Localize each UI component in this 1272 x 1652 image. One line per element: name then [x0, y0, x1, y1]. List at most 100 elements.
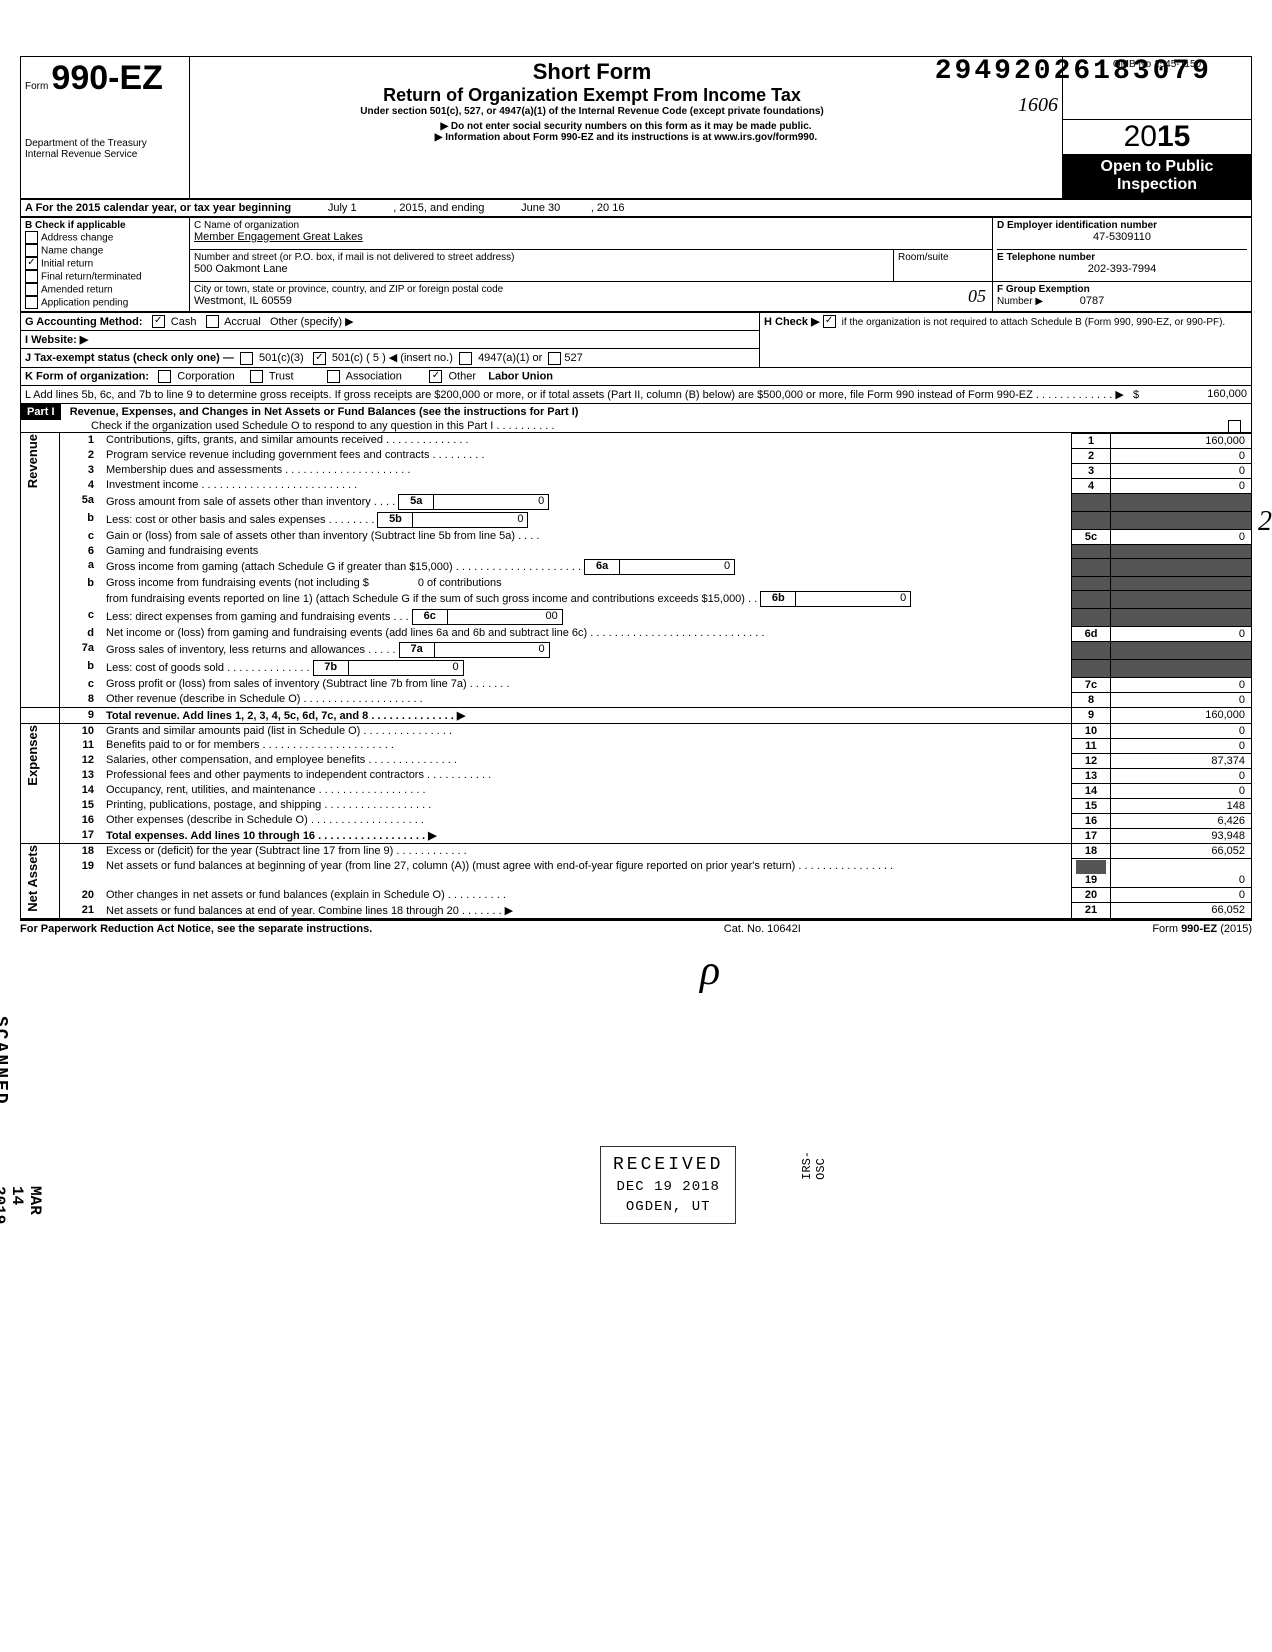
line7a-box: 7a — [399, 642, 435, 658]
line6b-boxval: 0 — [796, 591, 911, 607]
stamp-side: IRS-OSC — [800, 1151, 828, 1180]
doc-number: 29492026183079 — [935, 56, 1212, 87]
cb-4947[interactable] — [459, 352, 472, 365]
j-4947: 4947(a)(1) or — [478, 352, 542, 364]
scanned-stamp: SCANNED — [0, 1016, 10, 1106]
line-a-mid: , 2015, and ending — [393, 202, 484, 214]
line5b-desc: Less: cost or other basis and sales expe… — [106, 514, 374, 526]
line6-desc: Gaming and fundraising events — [102, 544, 1072, 558]
cb-amended-return[interactable] — [25, 283, 38, 296]
c-city-label: City or town, state or province, country… — [194, 284, 988, 295]
tax-year: 2015 — [1063, 120, 1251, 154]
cb-501c[interactable] — [313, 352, 326, 365]
line3-val: 0 — [1111, 463, 1252, 478]
cb-part1-scho[interactable] — [1228, 420, 1241, 433]
footer: For Paperwork Reduction Act Notice, see … — [20, 919, 1252, 935]
line6d-val: 0 — [1111, 626, 1252, 641]
k-assoc: Association — [346, 370, 402, 382]
line13-desc: Professional fees and other payments to … — [102, 768, 1072, 783]
hand-annotation-right: 2 — [1258, 506, 1272, 538]
j-527: 527 — [564, 352, 582, 364]
line5b-boxval: 0 — [413, 512, 528, 528]
c-addr-label: Number and street (or P.O. box, if mail … — [194, 252, 889, 263]
line6c-box: 6c — [412, 609, 448, 625]
e-label: E Telephone number — [997, 252, 1247, 263]
line20-val: 0 — [1111, 888, 1252, 903]
g-cash: Cash — [171, 316, 197, 328]
title-short: Short Form — [194, 59, 990, 85]
line14-desc: Occupancy, rent, utilities, and maintena… — [102, 783, 1072, 798]
line15-val: 148 — [1111, 798, 1252, 813]
line10-val: 0 — [1111, 723, 1252, 738]
cb-assoc[interactable] — [327, 370, 340, 383]
e-phone: 202-393-7994 — [997, 263, 1247, 275]
side-revenue: Revenue — [25, 434, 40, 488]
cb-application-pending[interactable] — [25, 296, 38, 309]
warn-info: ▶ Information about Form 990-EZ and its … — [194, 132, 1058, 143]
line6b-desc: from fundraising events reported on line… — [106, 593, 757, 605]
part1-check: Check if the organization used Schedule … — [91, 420, 554, 432]
cb-initial-return[interactable] — [25, 257, 38, 270]
line8-desc: Other revenue (describe in Schedule O) .… — [102, 692, 1072, 707]
l-text: L Add lines 5b, 6c, and 7b to line 9 to … — [25, 389, 1124, 401]
part1-label: Part I — [21, 404, 61, 420]
side-expenses: Expenses — [25, 725, 40, 786]
cb-corp[interactable] — [158, 370, 171, 383]
cb-name-change[interactable] — [25, 244, 38, 257]
irs-label: Internal Revenue Service — [25, 149, 185, 160]
line6d-desc: Net income or (loss) from gaming and fun… — [102, 626, 1072, 641]
cb-527[interactable] — [548, 352, 561, 365]
line5b-box: 5b — [377, 512, 413, 528]
side-netassets: Net Assets — [25, 845, 40, 912]
line17-val: 93,948 — [1111, 828, 1252, 844]
k-other: Other — [448, 370, 476, 382]
line3-desc: Membership dues and assessments . . . . … — [102, 463, 1072, 478]
line-a-begin: July 1 — [328, 202, 357, 214]
j-501c: 501(c) ( — [332, 352, 370, 364]
line6c-boxval: 00 — [448, 609, 563, 625]
dept-treasury: Department of the Treasury — [25, 138, 185, 149]
g-accrual: Accrual — [224, 316, 261, 328]
cb-other[interactable] — [429, 370, 442, 383]
l-value: 160,000 — [1207, 388, 1247, 400]
line1-val: 160,000 — [1111, 433, 1252, 448]
line6b-after: 0 of contributions — [418, 577, 502, 589]
cb-accrual[interactable] — [206, 315, 219, 328]
cb-trust[interactable] — [250, 370, 263, 383]
b-amended-return: Amended return — [41, 284, 113, 295]
line7a-boxval: 0 — [435, 642, 550, 658]
lines-table: Revenue 1Contributions, gifts, grants, a… — [20, 433, 1252, 919]
cb-h[interactable] — [823, 315, 836, 328]
k-label: K Form of organization: — [25, 370, 149, 382]
line8-val: 0 — [1111, 692, 1252, 707]
line11-val: 0 — [1111, 738, 1252, 753]
b-initial-return: Initial return — [41, 258, 93, 269]
line19-desc: Net assets or fund balances at beginning… — [102, 859, 1072, 888]
title-main: Return of Organization Exempt From Incom… — [194, 85, 990, 106]
j-501c-num: 5 — [373, 352, 379, 364]
line9-desc: Total revenue. Add lines 1, 2, 3, 4, 5c,… — [102, 707, 1072, 723]
h-text: if the organization is not required to a… — [842, 317, 1226, 328]
line6b-box: 6b — [760, 591, 796, 607]
line21-desc: Net assets or fund balances at end of ye… — [102, 903, 1072, 919]
j-501c-after: ) ◀ (insert no.) — [382, 352, 453, 364]
signature-mark: ρ — [700, 947, 720, 995]
line7a-desc: Gross sales of inventory, less returns a… — [106, 644, 396, 656]
c-org-name: Member Engagement Great Lakes — [194, 231, 988, 243]
entity-info: B Check if applicable Address change Nam… — [20, 217, 1252, 312]
line11-desc: Benefits paid to or for members . . . . … — [102, 738, 1072, 753]
inspection: Inspection — [1067, 176, 1247, 194]
form-prefix: Form — [25, 81, 48, 92]
cb-501c3[interactable] — [240, 352, 253, 365]
cb-final-return[interactable] — [25, 270, 38, 283]
j-501c3: 501(c)(3) — [259, 352, 304, 364]
c-label: C Name of organization — [194, 220, 988, 231]
line6a-desc: Gross income from gaming (attach Schedul… — [106, 561, 581, 573]
line4-desc: Investment income . . . . . . . . . . . … — [102, 478, 1072, 493]
b-application-pending: Application pending — [41, 297, 128, 308]
line7c-val: 0 — [1111, 677, 1252, 692]
cb-cash[interactable] — [152, 315, 165, 328]
line2-val: 0 — [1111, 448, 1252, 463]
line10-desc: Grants and similar amounts paid (list in… — [102, 723, 1072, 738]
cb-address-change[interactable] — [25, 231, 38, 244]
